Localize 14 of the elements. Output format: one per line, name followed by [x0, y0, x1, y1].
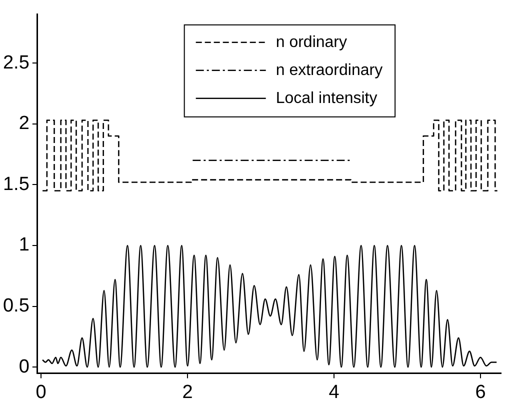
y-tick-label: 2.5 [2, 52, 30, 74]
legend-label: Local intensity [276, 90, 378, 107]
y-tick-label: 1 [18, 234, 30, 256]
y-tick-label: 2 [18, 113, 30, 134]
x-tick-label: 4 [328, 382, 340, 403]
x-tick-label: 6 [475, 382, 486, 403]
y-tick-label: 1.5 [2, 174, 30, 195]
y-tick-label: 0.5 [2, 296, 30, 317]
line-series [42, 244, 498, 368]
legend-label: n ordinary [276, 34, 348, 51]
legend-label: n extraordinary [276, 62, 383, 79]
x-tick-label: 0 [36, 382, 46, 403]
x-tick-label: 2 [182, 382, 193, 403]
y-tick-label: 0 [18, 356, 30, 378]
